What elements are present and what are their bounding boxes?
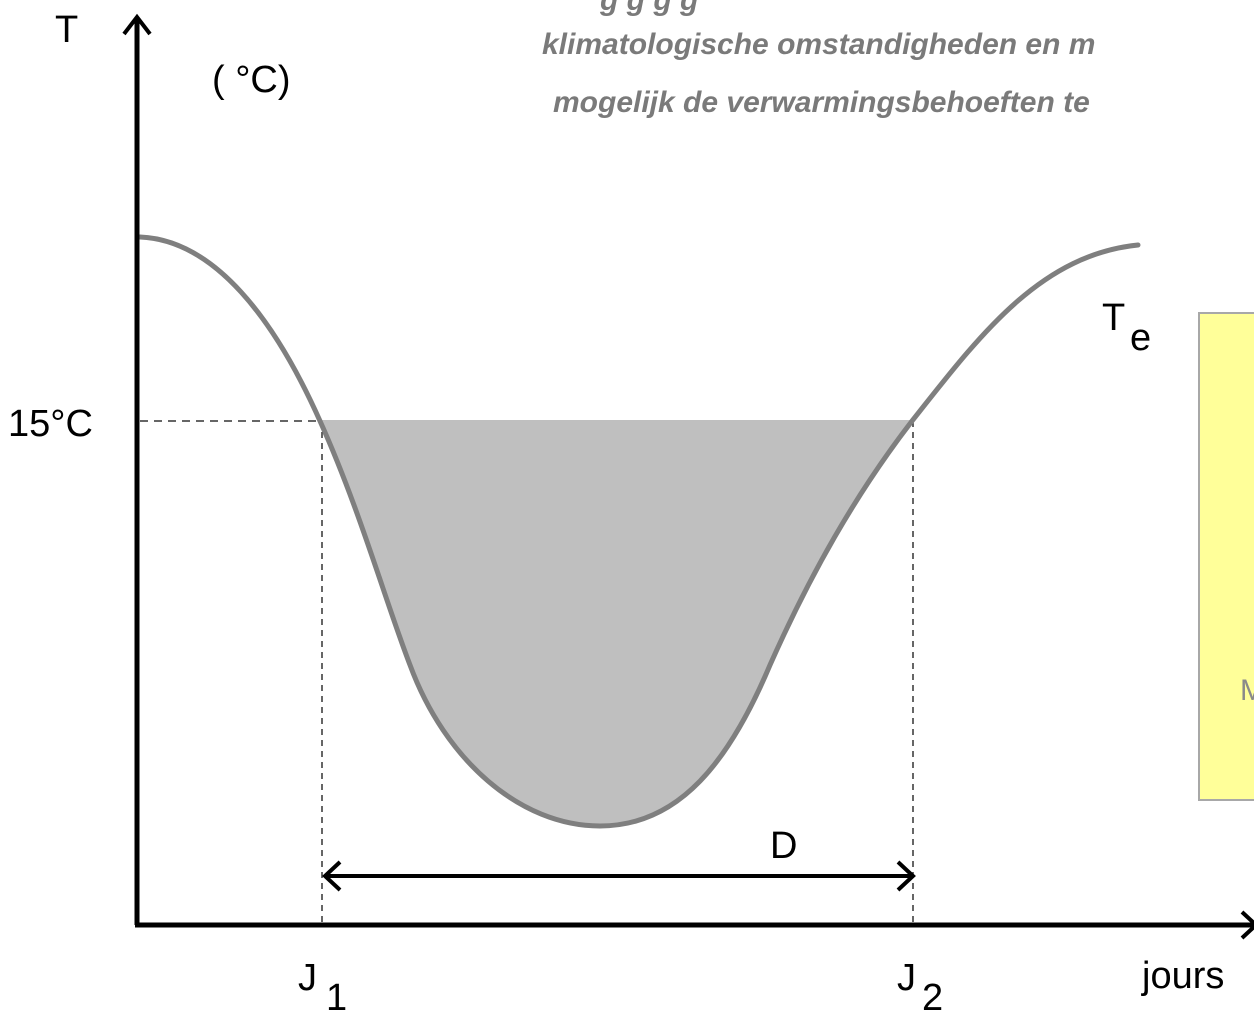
duration-arrowhead-right (896, 860, 916, 892)
curve-label-subscript: e (1130, 317, 1151, 359)
curve-label: T (1102, 297, 1125, 339)
threshold-label: 15°C (8, 403, 93, 445)
outdoor-temperature-curve (137, 234, 1141, 829)
heating-deficit-area (320, 421, 912, 826)
y-axis-arrowhead (122, 13, 152, 36)
j2-subscript: 2 (922, 977, 943, 1014)
x-axis-label: jours (1141, 955, 1224, 997)
overlay-text-line-2: klimatologische omstandigheden en m (542, 28, 1095, 61)
overlay-text-line-1: g g g g (599, 0, 698, 17)
duration-label: D (770, 825, 797, 867)
x-axis-arrowhead (1240, 910, 1254, 940)
y-axis-symbol: T (55, 9, 78, 51)
overlay-text-line-3: mogelijk de verwarmingsbehoeften te (553, 86, 1090, 119)
j2-label: J (897, 957, 916, 999)
duration-arrowhead-left (322, 860, 342, 892)
side-note-text: M (1240, 674, 1254, 707)
j1-subscript: 1 (326, 977, 347, 1014)
side-note-box (1198, 312, 1254, 801)
y-axis-unit: ( °C) (212, 59, 291, 101)
j1-label: J (298, 957, 317, 999)
